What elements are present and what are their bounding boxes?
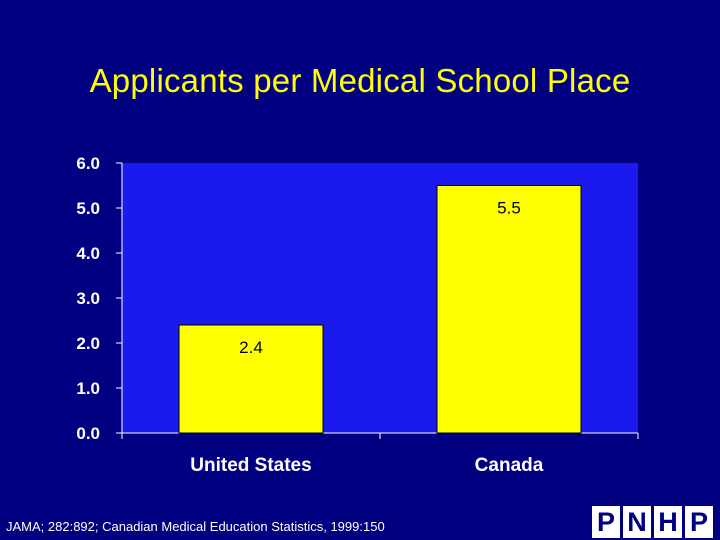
logo-letter: N	[623, 506, 651, 538]
chart-bars	[178, 185, 582, 434]
y-tick-label: 0.0	[76, 424, 100, 443]
source-citation: JAMA; 282:892; Canadian Medical Educatio…	[6, 519, 385, 534]
logo-letter: H	[654, 506, 682, 538]
y-tick-label: 5.0	[76, 199, 100, 218]
chart-labels: 0.0 1.0 2.0 3.0 4.0 5.0 6.0 2.4 United States 5.5…	[76, 154, 543, 476]
y-tick-label: 4.0	[76, 244, 100, 263]
bar-value-label: 5.5	[497, 199, 521, 218]
bar-value-label: 2.4	[239, 338, 263, 357]
y-tick-label: 3.0	[76, 289, 100, 308]
y-tick-label: 2.0	[76, 334, 100, 353]
bar	[436, 185, 582, 434]
logo-letter: P	[592, 506, 620, 538]
y-tick-label: 1.0	[76, 379, 100, 398]
logo-letter: P	[685, 506, 713, 538]
chart-title: Applicants per Medical School Place	[89, 62, 631, 99]
bar	[178, 324, 324, 434]
pnhp-logo: P N H P	[592, 506, 713, 538]
y-tick-label: 6.0	[76, 154, 100, 173]
x-category-label: United States	[190, 455, 311, 476]
x-category-label: Canada	[475, 455, 544, 476]
